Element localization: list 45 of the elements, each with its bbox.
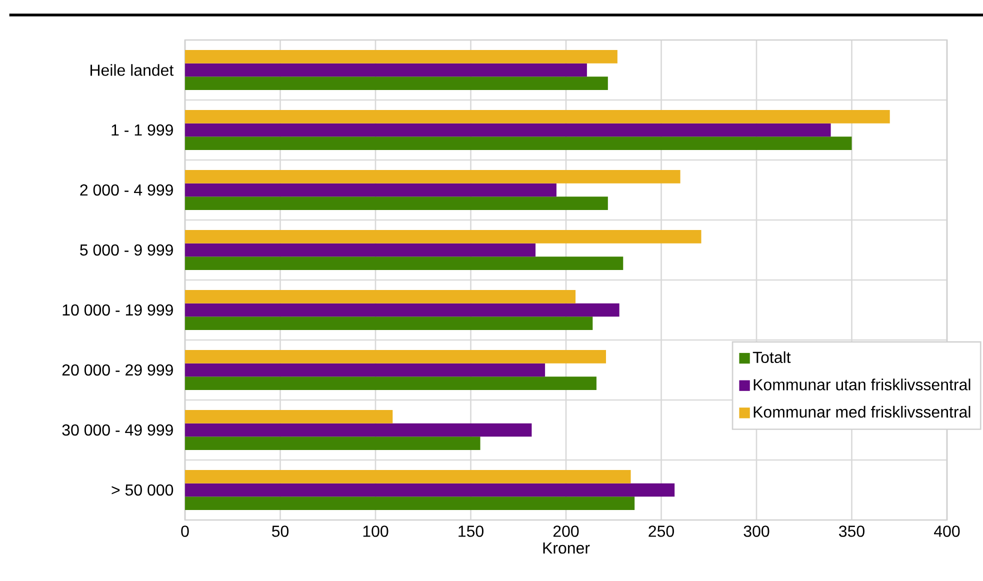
bar bbox=[185, 123, 831, 137]
bar bbox=[185, 230, 702, 244]
legend-label: Kommunar utan frisklivssentral bbox=[754, 378, 970, 390]
legend-label: Totalt bbox=[752, 351, 791, 364]
y-tick-label: 10 000 - 19 999 bbox=[62, 304, 173, 316]
y-tick-label: 1 - 1 999 bbox=[112, 124, 173, 136]
bar bbox=[185, 410, 393, 424]
bar bbox=[185, 63, 587, 77]
bar bbox=[185, 76, 608, 90]
bar bbox=[185, 196, 608, 210]
y-tick-label: 30 000 - 49 999 bbox=[62, 424, 173, 436]
x-tick-label: 300 bbox=[744, 526, 770, 537]
bar bbox=[185, 470, 631, 484]
y-tick-label: 5 000 - 9 999 bbox=[80, 244, 173, 256]
bar bbox=[185, 50, 618, 64]
y-tick-label: 20 000 - 29 999 bbox=[62, 364, 173, 376]
y-tick-label: Heile landet bbox=[90, 64, 174, 76]
x-tick-label: 200 bbox=[553, 526, 579, 537]
bar bbox=[185, 376, 596, 390]
bar bbox=[185, 483, 675, 497]
x-tick-label: 150 bbox=[458, 526, 484, 537]
bar bbox=[185, 436, 480, 450]
bar bbox=[185, 170, 680, 184]
bar bbox=[185, 316, 593, 330]
bar bbox=[185, 256, 624, 270]
x-tick-label: 400 bbox=[934, 526, 960, 537]
bar bbox=[185, 243, 536, 257]
legend-label: Kommunar med frisklivssentral bbox=[754, 406, 970, 418]
x-tick-label: 250 bbox=[648, 526, 674, 537]
bar bbox=[185, 290, 576, 304]
x-tick-label: 350 bbox=[839, 526, 864, 537]
bar bbox=[185, 496, 635, 510]
x-tick-label: 50 bbox=[272, 526, 289, 537]
y-tick-label: > 50 000 bbox=[112, 484, 174, 496]
y-tick-label: 2 000 - 4 999 bbox=[80, 184, 173, 196]
x-tick-label: 0 bbox=[181, 526, 189, 537]
bar bbox=[185, 110, 890, 124]
x-tick-label: 100 bbox=[363, 526, 388, 537]
bar bbox=[185, 303, 620, 317]
bar bbox=[185, 363, 546, 377]
bar bbox=[185, 350, 606, 364]
bar bbox=[185, 423, 532, 437]
bar bbox=[185, 136, 852, 150]
bar bbox=[185, 183, 556, 197]
x-axis-title: Kroner bbox=[543, 542, 590, 554]
